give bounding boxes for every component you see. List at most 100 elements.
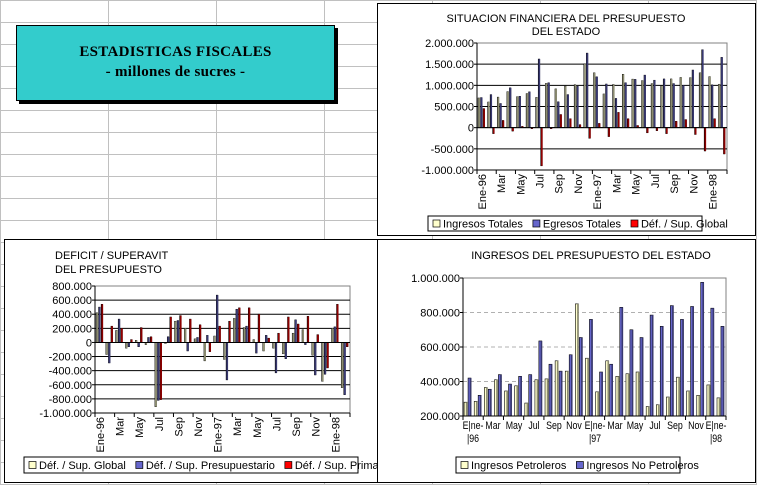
x-tick-label: Sep (667, 420, 684, 432)
chart-deficit-superavit[interactable]: DEFICIT / SUPERAVIT DEL PRESUPUESTO -1.000… (4, 239, 379, 483)
bar-side (530, 374, 533, 416)
y-tick-label: -500.000 (431, 144, 474, 156)
bar-side (292, 333, 295, 343)
bar-side (167, 336, 170, 343)
bar-side (278, 333, 280, 343)
bar-side (187, 342, 189, 351)
bar-side (556, 360, 559, 416)
legend (455, 456, 681, 474)
x-tick-label: Ene-97 (592, 174, 604, 209)
bar-side (317, 334, 319, 343)
bar-side (116, 330, 118, 343)
x-tick-label: Nov (566, 420, 583, 432)
bar-side (324, 342, 327, 375)
bar-side (101, 304, 104, 343)
y-tick-label: 500.000 (434, 102, 474, 114)
legend (23, 456, 359, 474)
y-tick-label: 600.000 (420, 342, 460, 354)
bar-side (509, 87, 512, 128)
bar-side (155, 342, 157, 407)
bar-side (229, 321, 231, 343)
bar-side (569, 118, 572, 128)
bar-side (581, 337, 583, 416)
bar-side (567, 371, 569, 416)
bar-side (586, 53, 589, 128)
bar-side (688, 390, 690, 416)
x-tick-label: Jul (154, 417, 166, 431)
bar-side (174, 321, 177, 343)
x-tick-label: Mar (607, 420, 623, 432)
bar-side (206, 335, 209, 343)
legend-swatch (460, 461, 469, 469)
bar-side (331, 328, 334, 343)
legend-swatch (576, 461, 584, 469)
bar-side (275, 342, 278, 373)
bar-side (564, 86, 567, 128)
bar-side (538, 59, 541, 128)
bar-side (307, 316, 310, 343)
bar-side (672, 305, 674, 416)
bar-side (682, 319, 684, 416)
bar-side (612, 84, 615, 128)
chart-situacion-financiera[interactable]: SITUACION FINANCIERA DEL PRESUPUESTO DEL … (377, 3, 756, 236)
bar-side (579, 124, 582, 128)
legend-swatch (135, 461, 144, 469)
legend-label: Ingresos Petroleros (471, 460, 567, 472)
bar-side (521, 126, 524, 128)
y-tick-label: 1.000.000 (411, 273, 460, 285)
x-tick-label: Sep (291, 417, 303, 437)
bar-side (689, 77, 692, 128)
y-tick-label: 400.000 (52, 309, 92, 321)
y-tick-label: -600.000 (49, 380, 92, 392)
x-tick-label: Jul (650, 174, 662, 188)
x-tick-label: Jul (649, 420, 661, 432)
title: ESTADISTICAS FISCALES (79, 44, 272, 60)
bar-side (607, 360, 610, 416)
legend-label: Déf. / Sup. Primario (295, 460, 378, 472)
bar-side (608, 127, 610, 137)
bar-side (96, 312, 99, 343)
bar-side (519, 96, 521, 128)
bar-side (502, 120, 505, 128)
bar-side (615, 98, 618, 128)
bar-side (478, 98, 480, 128)
bar-side (148, 337, 150, 343)
bar-side (632, 79, 634, 128)
legend-label: Déf. / Sup. Presupuestario (146, 460, 275, 472)
bar-side (516, 385, 519, 416)
bar-side (611, 364, 614, 416)
chart-ingresos-presupuesto[interactable]: INGRESOS DEL PRESUPUESTO DEL ESTADO 200.0… (377, 239, 756, 483)
chart-svg: INGRESOS DEL PRESUPUESTO DEL ESTADO 200.0… (411, 250, 727, 474)
bar-side (490, 389, 492, 416)
y-tick-label: -1.000.000 (39, 408, 92, 420)
x-tick-label: May (252, 417, 264, 438)
bar-side (560, 114, 562, 128)
legend-swatch (28, 461, 37, 469)
x-tick-label: Mar (485, 420, 501, 432)
bar-side (111, 326, 113, 343)
bar-side (204, 342, 206, 361)
bar-side (617, 376, 620, 416)
bar-side (272, 342, 275, 349)
x-tick-label: Mar (232, 417, 244, 436)
bar-side (641, 80, 644, 128)
bar-side (265, 335, 268, 343)
bar-side (487, 102, 490, 128)
bar-side (263, 342, 265, 351)
bar-side (465, 402, 468, 416)
bar-side (714, 118, 716, 128)
x-tick-label: Sep (546, 420, 562, 432)
chart-title: SITUACION FINANCIERA DEL PRESUPUESTO (447, 13, 686, 25)
chart-title: DEFICIT / SUPERAVIT (55, 250, 169, 262)
bar-side (469, 378, 472, 416)
bar-side (598, 123, 601, 128)
bar-side (344, 342, 346, 395)
y-tick-label: -200.000 (49, 352, 92, 364)
bar-side (135, 340, 138, 343)
bar-side (243, 327, 246, 343)
bar-side (661, 85, 663, 128)
bar-side (510, 384, 512, 416)
x-tick-label: Sep (173, 417, 185, 437)
x-tick-label: Ene-96 (477, 174, 489, 209)
bar-side (574, 84, 577, 128)
